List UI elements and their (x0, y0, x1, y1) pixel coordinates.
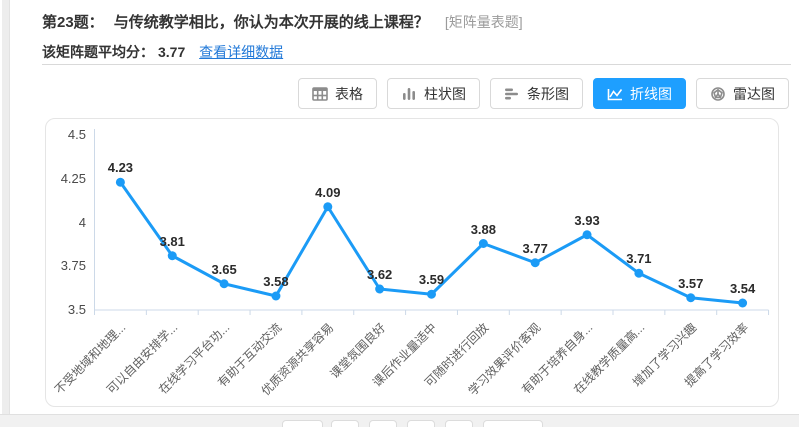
table-view-label: 表格 (335, 85, 363, 102)
y-axis-tick-label: 4 (78, 214, 86, 230)
data-point-dot[interactable] (530, 258, 540, 268)
line-chart-icon (607, 88, 623, 100)
point-value-label: 3.62 (366, 267, 393, 282)
y-axis-tick-label: 3.5 (67, 302, 86, 317)
pager-box[interactable] (369, 420, 397, 427)
line-chart-canvas (94, 129, 770, 315)
data-point-dot[interactable] (478, 239, 488, 248)
data-point-dot[interactable] (271, 291, 281, 301)
table-view-button[interactable]: 表格 (298, 78, 377, 109)
point-value-label: 3.88 (470, 221, 496, 237)
point-value-label: 3.81 (159, 233, 185, 249)
pager-box[interactable] (282, 420, 323, 427)
data-point-dot[interactable] (115, 177, 125, 187)
chart-card: 4.23 3.81 3.65 3.58 4.09 3.62 3.59 3.88 3.77 3.93… (45, 118, 779, 407)
point-value-label: 3.54 (729, 281, 756, 296)
question-header: 第23题： 与传统教学相比，你认为本次开展的线上课程？ [矩阵量表题] (42, 11, 789, 32)
question-number: 第23题： (42, 14, 104, 31)
bar-chart-icon (505, 88, 518, 99)
average-score-row: 该矩阵题平均分： 3.77 查看详细数据 (42, 42, 283, 62)
table-icon (312, 86, 328, 101)
y-axis-tick-label: 4.5 (67, 127, 86, 142)
data-point-dot[interactable] (738, 298, 748, 308)
bar-chart-button[interactable]: 条形图 (490, 78, 583, 109)
question-type-tag: [矩阵量表题] (444, 14, 523, 30)
column-chart-label: 柱状图 (424, 85, 466, 102)
data-point-dot[interactable] (219, 279, 229, 289)
column-chart-icon (403, 87, 415, 100)
data-point-dot[interactable] (634, 268, 644, 278)
avg-score-value: 3.77 (158, 44, 186, 60)
chart-type-toolbar: 表格 柱状图 条形图 折线图 雷达图 (298, 78, 789, 109)
point-value-label: 3.71 (626, 251, 652, 267)
y-axis-tick-label: 4.25 (60, 170, 86, 186)
pager-box[interactable] (483, 420, 543, 427)
column-chart-button[interactable]: 柱状图 (387, 78, 480, 109)
data-point-dot[interactable] (582, 230, 592, 240)
left-scrollbar-strip[interactable] (2, 0, 10, 427)
question-title: 与传统教学相比，你认为本次开展的线上课程？ (113, 14, 429, 31)
data-point-dot[interactable] (323, 202, 333, 212)
radar-chart-label: 雷达图 (733, 85, 775, 102)
data-point-dot[interactable] (375, 284, 385, 294)
radar-chart-icon (711, 86, 725, 101)
bar-chart-label: 条形图 (527, 85, 569, 102)
point-value-label: 3.77 (522, 240, 548, 256)
view-detail-link[interactable]: 查看详细数据 (199, 44, 284, 60)
pager-box[interactable] (445, 420, 473, 427)
point-value-label: 3.57 (678, 275, 704, 291)
line-chart-button[interactable]: 折线图 (593, 78, 686, 109)
point-value-label: 3.65 (211, 261, 237, 277)
line-chart-label: 折线图 (630, 85, 672, 102)
y-axis-tick-label: 3.75 (60, 258, 86, 274)
data-point-dot[interactable] (686, 293, 696, 303)
data-point-dot[interactable] (167, 251, 177, 261)
point-value-label: 3.93 (574, 212, 600, 228)
point-value-label: 3.59 (418, 272, 445, 288)
point-value-label: 4.09 (315, 184, 341, 200)
header-divider (42, 64, 791, 65)
chart-plot: 4.23 3.81 3.65 3.58 4.09 3.62 3.59 3.88 3.77 3.93… (46, 119, 778, 406)
point-value-label: 4.23 (107, 160, 134, 176)
avg-score-label: 该矩阵题平均分： (42, 44, 154, 60)
radar-chart-button[interactable]: 雷达图 (696, 78, 789, 109)
data-point-dot[interactable] (427, 289, 436, 299)
pager-box[interactable] (407, 420, 435, 427)
pager-box[interactable] (331, 420, 359, 427)
page-background-bottom (0, 414, 799, 427)
point-value-label: 3.58 (263, 274, 289, 289)
